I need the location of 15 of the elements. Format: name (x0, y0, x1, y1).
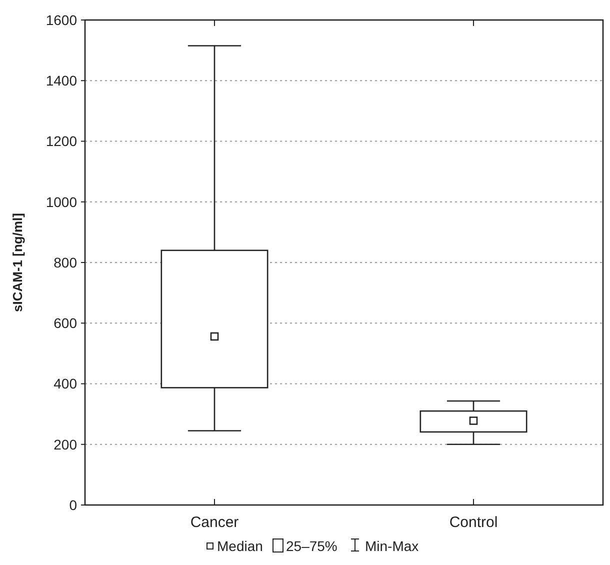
y-tick-label: 400 (54, 376, 78, 392)
text: 25–75% (286, 538, 338, 554)
x-tick-label: Control (449, 514, 498, 531)
y-tick-label: 1200 (46, 133, 78, 150)
y-tick-label: 1600 (46, 12, 78, 28)
text: Median (217, 538, 263, 554)
y-tick-label: 800 (54, 254, 78, 270)
y-tick-label: 600 (54, 315, 78, 332)
y-tick-label: 200 (54, 436, 78, 452)
y-tick-label: 1000 (46, 194, 78, 210)
y-tick-label: 0 (69, 496, 78, 513)
y-axis-title: sICAM-1 [ng/ml] (10, 213, 25, 312)
y-tick-label: 1400 (46, 72, 78, 89)
x-tick-label: Cancer (190, 514, 239, 531)
text: Min-Max (365, 538, 419, 554)
